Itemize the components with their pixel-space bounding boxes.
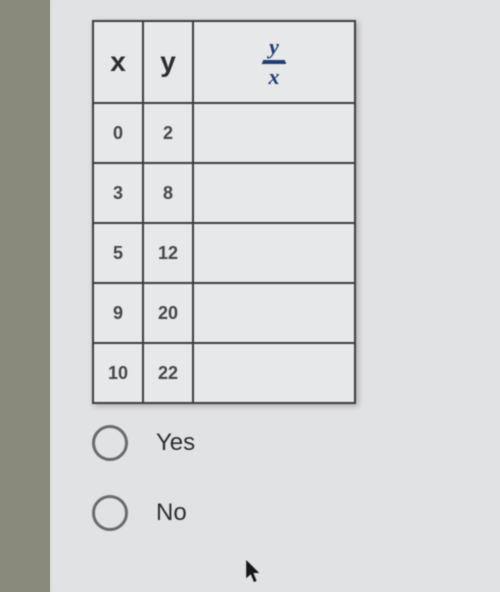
fraction-y-over-x: y x: [262, 36, 286, 88]
table-header-row: x y y x: [94, 22, 354, 104]
table-row: 10 22: [94, 344, 354, 402]
table-row: 9 20: [94, 284, 354, 344]
cell-ratio[interactable]: [194, 164, 354, 222]
cell-ratio[interactable]: [194, 344, 354, 402]
option-label: Yes: [156, 429, 195, 457]
cell-ratio[interactable]: [194, 224, 354, 282]
col-header-x: x: [94, 22, 144, 102]
option-label: No: [156, 499, 187, 527]
col-header-ratio: y x: [194, 22, 354, 102]
option-no[interactable]: No: [92, 495, 195, 531]
cell-ratio[interactable]: [194, 104, 354, 162]
table-row: 3 8: [94, 164, 354, 224]
fraction-denominator: x: [269, 64, 280, 88]
cell-x: 9: [94, 284, 144, 342]
cell-y: 12: [144, 224, 194, 282]
cell-x: 3: [94, 164, 144, 222]
cell-y: 22: [144, 344, 194, 402]
fraction-numerator: y: [263, 36, 285, 62]
cell-ratio[interactable]: [194, 284, 354, 342]
cell-x: 5: [94, 224, 144, 282]
answer-options: Yes No: [92, 425, 195, 565]
col-header-y: y: [144, 22, 194, 102]
cell-x: 10: [94, 344, 144, 402]
cell-y: 2: [144, 104, 194, 162]
cell-y: 8: [144, 164, 194, 222]
xy-ratio-table: x y y x 0 2 3 8 5 12 9 20 10 22: [92, 20, 356, 404]
table-row: 0 2: [94, 104, 354, 164]
table-row: 5 12: [94, 224, 354, 284]
cell-y: 20: [144, 284, 194, 342]
radio-icon[interactable]: [92, 425, 128, 461]
option-yes[interactable]: Yes: [92, 425, 195, 461]
cell-x: 0: [94, 104, 144, 162]
mouse-cursor-icon: [245, 560, 263, 586]
radio-icon[interactable]: [92, 495, 128, 531]
